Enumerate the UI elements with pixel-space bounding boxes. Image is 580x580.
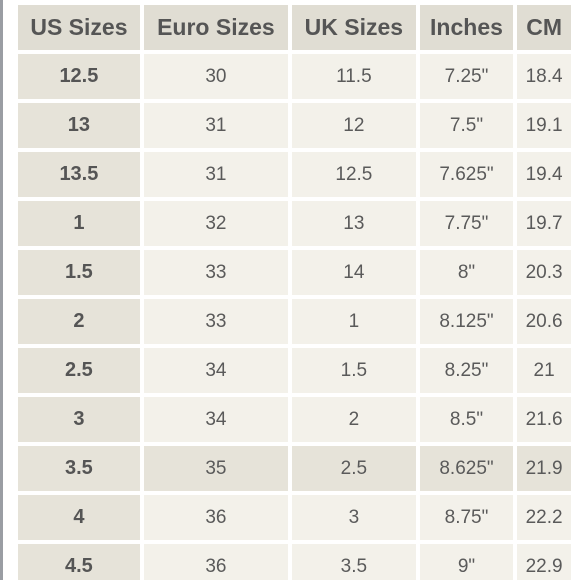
table-row: 3 34 2 8.5" 21.6	[18, 397, 571, 442]
cell-euro-size: 33	[143, 299, 288, 344]
cell-euro-size: 36	[143, 495, 288, 540]
cell-euro-size: 36	[143, 544, 288, 580]
cell-us-size: 1	[18, 201, 140, 246]
cell-euro-size: 34	[143, 397, 288, 442]
cell-uk-size: 1.5	[291, 348, 416, 393]
cell-uk-size: 3	[291, 495, 416, 540]
cell-us-size: 3.5	[18, 446, 140, 491]
cell-uk-size: 11.5	[291, 54, 416, 99]
table-row: 4 36 3 8.75" 22.2	[18, 495, 571, 540]
cell-uk-size: 2.5	[291, 446, 416, 491]
table-header: US Sizes Euro Sizes UK Sizes Inches CM	[18, 5, 571, 50]
table-row: 2 33 1 8.125" 20.6	[18, 299, 571, 344]
cell-cm: 19.7	[517, 201, 571, 246]
cell-cm: 20.6	[517, 299, 571, 344]
cell-euro-size: 30	[143, 54, 288, 99]
table-row: 13 31 12 7.5" 19.1	[18, 103, 571, 148]
cell-inches: 7.625"	[419, 152, 514, 197]
cell-euro-size: 31	[143, 103, 288, 148]
cell-cm: 22.2	[517, 495, 571, 540]
cell-inches: 8.625"	[419, 446, 514, 491]
cell-us-size: 1.5	[18, 250, 140, 295]
table-row: 1.5 33 14 8" 20.3	[18, 250, 571, 295]
cell-inches: 8"	[419, 250, 514, 295]
cell-inches: 8.75"	[419, 495, 514, 540]
cell-us-size: 3	[18, 397, 140, 442]
cell-uk-size: 13	[291, 201, 416, 246]
cell-us-size: 13	[18, 103, 140, 148]
header-inches: Inches	[419, 5, 514, 50]
cell-us-size: 4.5	[18, 544, 140, 580]
cell-us-size: 4	[18, 495, 140, 540]
cell-uk-size: 12.5	[291, 152, 416, 197]
table-row: 13.5 31 12.5 7.625" 19.4	[18, 152, 571, 197]
cell-uk-size: 2	[291, 397, 416, 442]
header-cm: CM	[517, 5, 571, 50]
cell-inches: 8.25"	[419, 348, 514, 393]
cell-euro-size: 33	[143, 250, 288, 295]
cell-cm: 21.9	[517, 446, 571, 491]
cell-euro-size: 32	[143, 201, 288, 246]
table-row: 2.5 34 1.5 8.25" 21	[18, 348, 571, 393]
header-uk-sizes: UK Sizes	[291, 5, 416, 50]
cell-cm: 19.1	[517, 103, 571, 148]
cell-inches: 7.25"	[419, 54, 514, 99]
cell-cm: 22.9	[517, 544, 571, 580]
cell-uk-size: 1	[291, 299, 416, 344]
cell-inches: 9"	[419, 544, 514, 580]
size-chart-container: US Sizes Euro Sizes UK Sizes Inches CM 1…	[18, 5, 580, 580]
cell-us-size: 13.5	[18, 152, 140, 197]
table-body: 12.5 30 11.5 7.25" 18.4 13 31 12 7.5" 19.1 13.5 31 1…	[18, 54, 571, 580]
cell-cm: 18.4	[517, 54, 571, 99]
cell-uk-size: 12	[291, 103, 416, 148]
left-edge-divider	[0, 0, 3, 580]
header-row: US Sizes Euro Sizes UK Sizes Inches CM	[18, 5, 571, 50]
table-row: 1 32 13 7.75" 19.7	[18, 201, 571, 246]
header-euro-sizes: Euro Sizes	[143, 5, 288, 50]
cell-uk-size: 3.5	[291, 544, 416, 580]
cell-us-size: 2	[18, 299, 140, 344]
cell-euro-size: 35	[143, 446, 288, 491]
cell-us-size: 2.5	[18, 348, 140, 393]
cell-inches: 8.5"	[419, 397, 514, 442]
cell-uk-size: 14	[291, 250, 416, 295]
table-row: 4.5 36 3.5 9" 22.9	[18, 544, 571, 580]
cell-inches: 8.125"	[419, 299, 514, 344]
cell-euro-size: 34	[143, 348, 288, 393]
table-row: 3.5 35 2.5 8.625" 21.9	[18, 446, 571, 491]
table-row: 12.5 30 11.5 7.25" 18.4	[18, 54, 571, 99]
cell-euro-size: 31	[143, 152, 288, 197]
size-conversion-table: US Sizes Euro Sizes UK Sizes Inches CM 1…	[18, 5, 575, 580]
cell-inches: 7.5"	[419, 103, 514, 148]
cell-cm: 21.6	[517, 397, 571, 442]
cell-cm: 20.3	[517, 250, 571, 295]
cell-cm: 21	[517, 348, 571, 393]
cell-cm: 19.4	[517, 152, 571, 197]
header-us-sizes: US Sizes	[18, 5, 140, 50]
cell-inches: 7.75"	[419, 201, 514, 246]
cell-us-size: 12.5	[18, 54, 140, 99]
